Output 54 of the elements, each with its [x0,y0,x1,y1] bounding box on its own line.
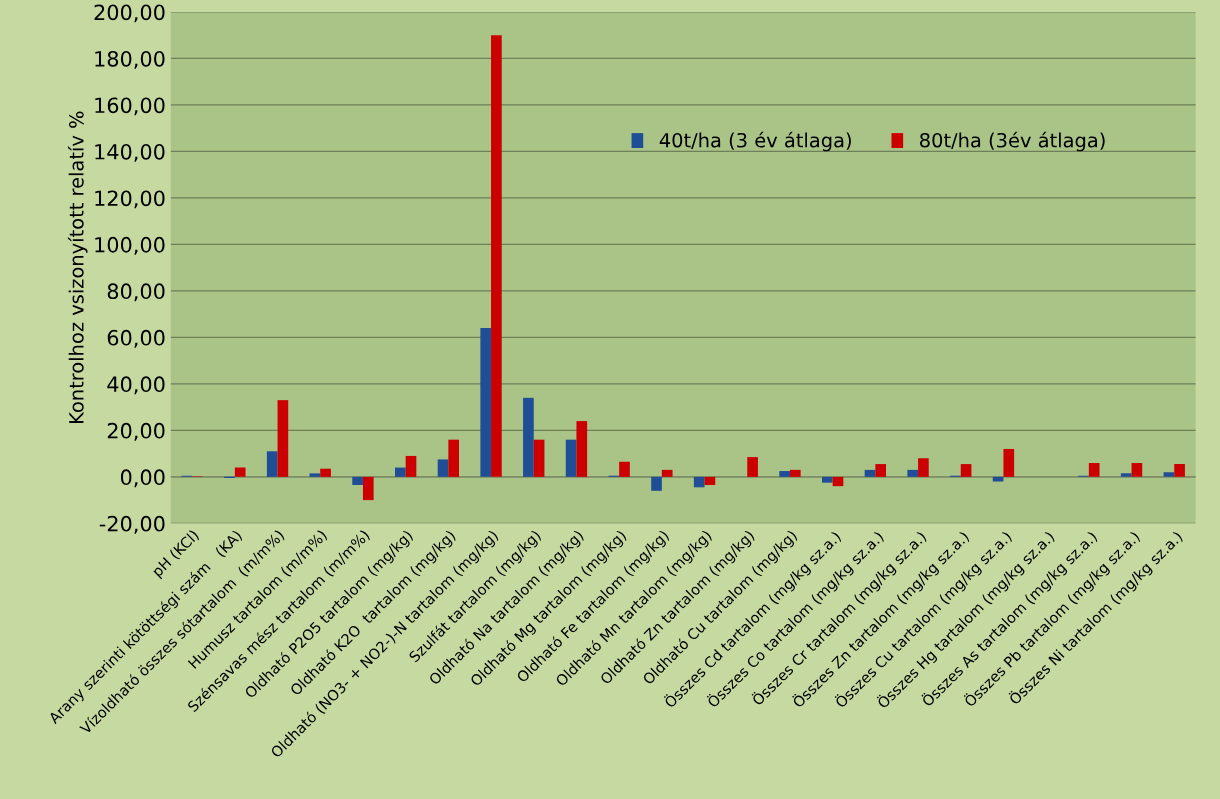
y-tick-label: 20,00 [107,422,165,441]
bar [864,469,876,477]
bar [1174,464,1185,477]
bar [661,469,673,477]
bar [960,464,972,477]
bar [789,469,801,477]
y-tick-label: 180,00 [95,50,165,69]
bar [704,476,716,485]
bar [747,457,758,477]
bar [448,439,460,477]
y-tick-label: 60,00 [107,329,165,348]
bar [619,461,630,477]
bar [1131,462,1143,477]
bar [1088,462,1100,477]
bar [320,468,331,477]
y-tick-label: 100,00 [95,236,165,255]
bar [1163,472,1175,477]
legend-label: 40t/ha (3 év átlaga) [659,131,851,152]
bar [523,397,534,477]
bar [352,476,363,485]
bar [309,473,321,477]
bar [832,476,844,487]
bar [437,459,449,477]
y-tick-label: 40,00 [107,376,165,395]
bar [266,451,278,477]
bar [907,469,919,477]
bar [779,471,790,477]
bar [1003,448,1015,477]
bar [992,476,1004,482]
bar [693,476,705,488]
bar [533,439,545,477]
bar [405,455,417,477]
bar [1120,473,1132,477]
bar [875,464,887,477]
bar [918,458,929,477]
y-tick-label: 0,00 [120,469,165,488]
legend-label: 80t/ha (3év átlaga) [920,131,1105,152]
bar [565,439,577,477]
y-tick-label: 140,00 [95,143,165,162]
y-tick-label: 80,00 [107,283,165,302]
y-tick-label: 120,00 [95,190,165,209]
bar [277,400,289,477]
bar [821,476,833,483]
bar [234,467,246,477]
bar [491,35,502,477]
bar [576,421,588,477]
bar [480,328,492,477]
y-tick-label: 160,00 [95,97,165,116]
bar [651,476,662,491]
bar [362,476,374,501]
y-tick-label: -20,00 [99,515,165,534]
y-axis-title: Kontrolhoz vsizonyított relatív % [67,111,88,423]
y-tick-label: 200,00 [94,4,165,23]
bar [394,467,406,477]
